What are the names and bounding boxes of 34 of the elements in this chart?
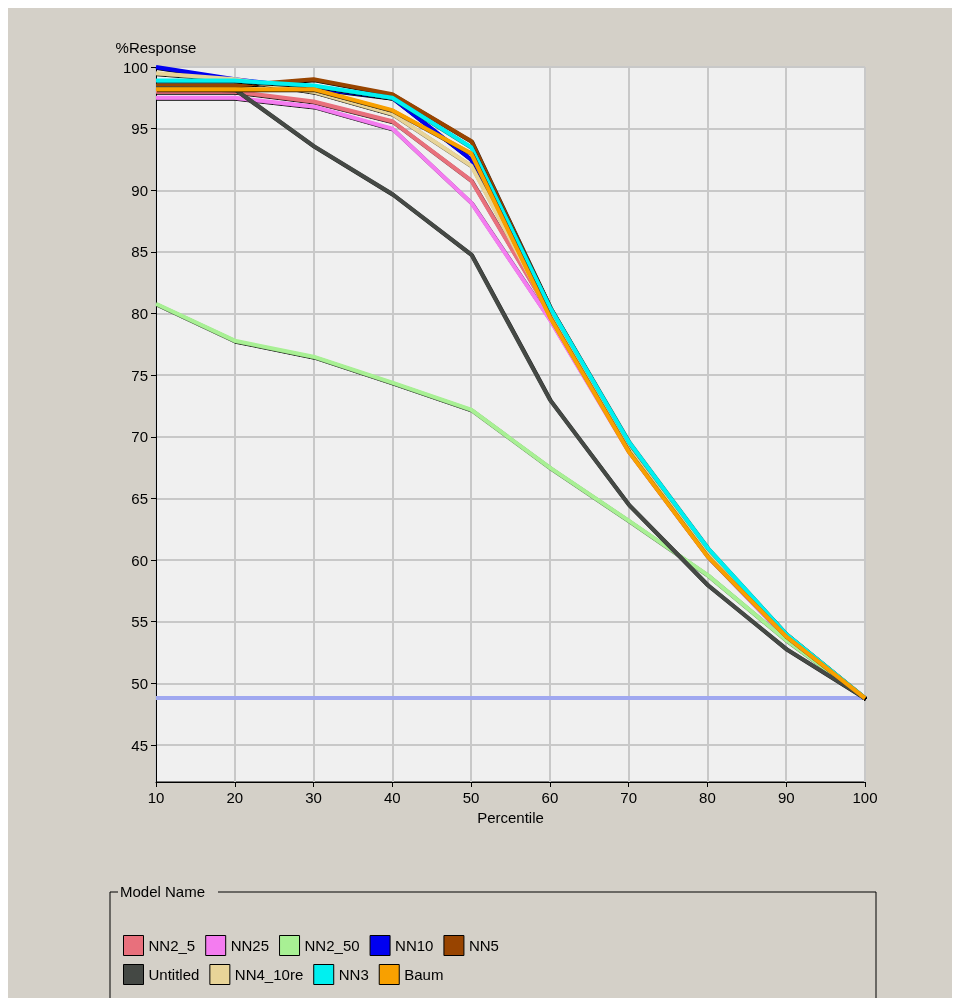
- x-tick-label: 60: [541, 789, 559, 806]
- legend-label: Baum: [404, 966, 444, 983]
- y-tick-label: 50: [131, 674, 148, 692]
- x-tick-label: 10: [147, 789, 165, 806]
- y-tick-label: 90: [131, 181, 148, 199]
- legend-label: Untitled: [148, 966, 200, 983]
- legend-label: NN25: [230, 937, 270, 954]
- x-tick-label: 70: [620, 789, 638, 806]
- y-tick-label: 100: [122, 58, 148, 76]
- y-tick-label: 55: [131, 613, 148, 631]
- y-tick-label: 95: [131, 120, 148, 138]
- legend-label: NN10: [395, 937, 434, 954]
- x-axis-title: Percentile: [477, 808, 544, 826]
- legend-label: NN3: [338, 966, 369, 983]
- y-tick-label: 75: [131, 366, 148, 384]
- x-tick-label: 20: [226, 789, 244, 806]
- legend-label: NN4_10re: [234, 966, 304, 983]
- legend-title: Model Name: [120, 883, 206, 900]
- x-tick-label: 80: [699, 789, 716, 806]
- y-tick-label: 60: [131, 551, 148, 569]
- y-tick-label: 80: [131, 305, 148, 323]
- legend-label: NN2_5: [148, 937, 196, 954]
- y-tick-label: 65: [131, 489, 148, 507]
- y-tick-label: 85: [131, 243, 148, 261]
- x-tick-label: 100: [852, 789, 878, 806]
- y-tick-label: 70: [131, 428, 148, 446]
- x-tick-label: 40: [383, 789, 401, 806]
- y-tick-label: 45: [131, 736, 148, 754]
- legend-label: NN2_50: [304, 937, 360, 954]
- y-axis-title: %Response: [115, 39, 197, 56]
- x-tick-label: 50: [462, 789, 480, 806]
- legend-label: NN5: [468, 937, 499, 954]
- x-tick-label: 90: [777, 789, 795, 806]
- x-tick-label: 30: [305, 789, 322, 806]
